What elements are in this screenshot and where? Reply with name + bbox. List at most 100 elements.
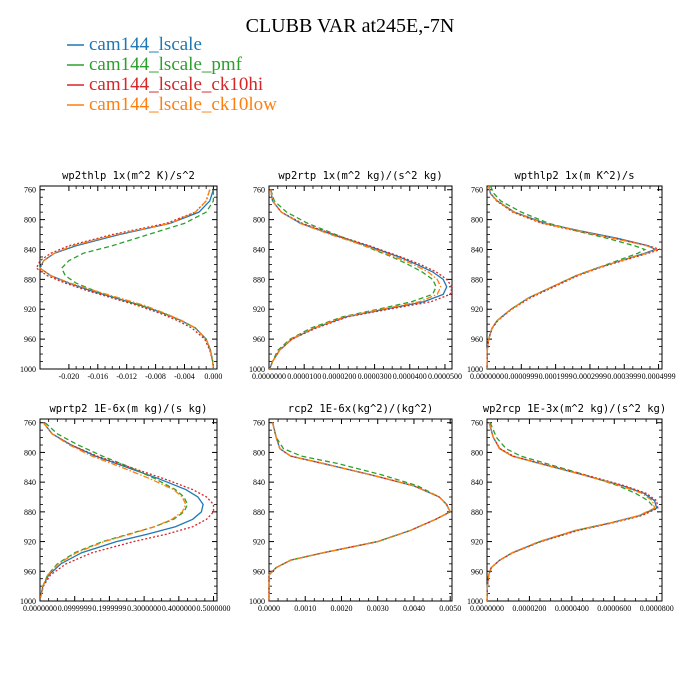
series-line-3 bbox=[486, 422, 659, 602]
x-tick-label: 0.000 bbox=[204, 372, 222, 381]
x-tick-label: 0.0000800 bbox=[640, 604, 674, 613]
x-tick-label: 0.0000600 bbox=[597, 604, 631, 613]
legend-entry: cam144_lscale bbox=[67, 34, 202, 55]
x-tick-label: 0.0004999 bbox=[642, 372, 676, 381]
y-tick-label: 1000 bbox=[20, 365, 36, 374]
x-tick-label: 0.4000000 bbox=[162, 604, 196, 613]
series-line-2 bbox=[269, 189, 437, 370]
y-tick-label: 960 bbox=[253, 335, 265, 344]
y-tick-label: 800 bbox=[24, 448, 36, 457]
x-tick-label: 0.0000200 bbox=[322, 372, 356, 381]
x-tick-label: 0.0000000 bbox=[470, 604, 504, 613]
plot-frame bbox=[486, 185, 663, 370]
legend-entry: cam144_lscale_pmf bbox=[67, 54, 243, 75]
x-tick-label: 0.0050 bbox=[439, 604, 461, 613]
y-tick-label: 840 bbox=[24, 478, 36, 487]
y-tick-label: 960 bbox=[471, 567, 483, 576]
y-tick-label: 880 bbox=[471, 508, 483, 517]
legend-label: cam144_lscale_ck10low bbox=[89, 94, 277, 115]
y-tick-label: 800 bbox=[253, 448, 265, 457]
panel-grid: wp2thlp 1x(m^2 K)/s^2 760 800 840 880 920 960 1… bbox=[20, 170, 676, 613]
panel-4: wprtp2 1E-6x(m kg)/(s kg) 760 800 840 880 920… bbox=[20, 403, 231, 613]
x-tick-label: 0.0000 bbox=[258, 604, 280, 613]
y-tick-label: 840 bbox=[471, 478, 483, 487]
x-tick-label: -0.004 bbox=[174, 372, 195, 381]
y-tick-label: 880 bbox=[24, 275, 36, 284]
legend-entry: cam144_lscale_ck10low bbox=[67, 94, 277, 115]
y-tick-label: 880 bbox=[24, 508, 36, 517]
x-tick-label: -0.020 bbox=[59, 372, 80, 381]
series-line-4 bbox=[40, 422, 187, 598]
y-tick-label: 760 bbox=[24, 186, 36, 195]
y-tick-label: 800 bbox=[471, 216, 483, 225]
x-tick-label: 0.0000100 bbox=[287, 372, 321, 381]
series-line-4 bbox=[268, 422, 452, 601]
series-line-1 bbox=[269, 189, 448, 370]
y-tick-label: 760 bbox=[24, 419, 36, 428]
y-tick-label: 800 bbox=[471, 448, 483, 457]
y-tick-label: 960 bbox=[253, 567, 265, 576]
x-tick-label: 0.0002999 bbox=[573, 372, 607, 381]
y-tick-label: 760 bbox=[471, 419, 483, 428]
series-line-1 bbox=[268, 422, 452, 601]
series-line-2 bbox=[40, 422, 189, 598]
x-tick-label: 0.1999999 bbox=[92, 604, 126, 613]
legend-label: cam144_lscale_pmf bbox=[89, 54, 243, 75]
series-line-4 bbox=[39, 189, 215, 370]
y-tick-label: 920 bbox=[24, 538, 36, 547]
y-tick-label: 960 bbox=[24, 335, 36, 344]
y-tick-label: 1000 bbox=[467, 597, 483, 606]
y-tick-label: 840 bbox=[253, 245, 265, 254]
plot-frame bbox=[486, 418, 663, 602]
x-tick-label: 0.0000500 bbox=[428, 372, 462, 381]
x-tick-label: 0.5000000 bbox=[197, 604, 231, 613]
y-tick-label: 960 bbox=[471, 335, 483, 344]
legend-label: cam144_lscale_ck10hi bbox=[89, 74, 263, 95]
y-tick-label: 1000 bbox=[249, 597, 265, 606]
y-tick-label: 1000 bbox=[20, 597, 36, 606]
x-tick-label: 0.0000999 bbox=[504, 372, 538, 381]
plot-frame bbox=[268, 185, 453, 370]
series-line-3 bbox=[35, 189, 215, 370]
x-tick-label: 0.0001999 bbox=[539, 372, 573, 381]
x-tick-label: 0.0030 bbox=[367, 604, 389, 613]
series-line-2 bbox=[486, 185, 647, 370]
y-tick-label: 760 bbox=[253, 186, 265, 195]
panel-2: wp2rtp 1x(m^2 kg)/(s^2 kg) 760 800 840 880 92… bbox=[249, 170, 462, 381]
x-tick-label: 0.0000400 bbox=[393, 372, 427, 381]
series-line-1 bbox=[39, 189, 215, 370]
y-tick-label: 920 bbox=[253, 305, 265, 314]
panel-5: rcp2 1E-6x(kg^2)/(kg^2) 760 800 840 880 920 96… bbox=[249, 403, 461, 613]
panel-1: wp2thlp 1x(m^2 K)/s^2 760 800 840 880 920 960 1… bbox=[20, 170, 222, 381]
y-tick-label: 920 bbox=[24, 305, 36, 314]
y-tick-label: 920 bbox=[471, 538, 483, 547]
series-line-1 bbox=[40, 422, 204, 598]
panel-6: wp2rcp 1E-3x(m^2 kg)/(s^2 kg)760 800 840 88… bbox=[467, 403, 674, 613]
series-line-2 bbox=[486, 422, 656, 602]
y-tick-label: 840 bbox=[471, 245, 483, 254]
y-tick-label: 880 bbox=[253, 508, 265, 517]
series-line-4 bbox=[269, 189, 442, 370]
panel-title: wprtp2 1E-6x(m kg)/(s kg) bbox=[49, 403, 207, 415]
series-line-1 bbox=[486, 422, 658, 602]
series-line-2 bbox=[268, 422, 452, 601]
plot-frame bbox=[39, 185, 218, 370]
x-tick-label: 0.0999999 bbox=[58, 604, 92, 613]
x-tick-label: -0.008 bbox=[145, 372, 166, 381]
y-tick-label: 760 bbox=[253, 419, 265, 428]
y-tick-label: 880 bbox=[471, 275, 483, 284]
panel-title: wp2rtp 1x(m^2 kg)/(s^2 kg) bbox=[278, 170, 442, 182]
x-tick-label: 0.0020 bbox=[330, 604, 352, 613]
series-line-3 bbox=[269, 189, 453, 370]
x-tick-label: 0.0000000 bbox=[23, 604, 57, 613]
x-tick-label: 0.0010 bbox=[294, 604, 316, 613]
y-tick-label: 960 bbox=[24, 567, 36, 576]
x-tick-label: 0.0003999 bbox=[607, 372, 641, 381]
x-tick-label: 0.0000200 bbox=[512, 604, 546, 613]
legend-label: cam144_lscale bbox=[89, 34, 202, 55]
x-tick-label: 0.0000400 bbox=[555, 604, 589, 613]
x-tick-label: 0.0040 bbox=[403, 604, 425, 613]
x-tick-label: 0.0000000 bbox=[470, 372, 504, 381]
series-line-3 bbox=[40, 422, 215, 598]
